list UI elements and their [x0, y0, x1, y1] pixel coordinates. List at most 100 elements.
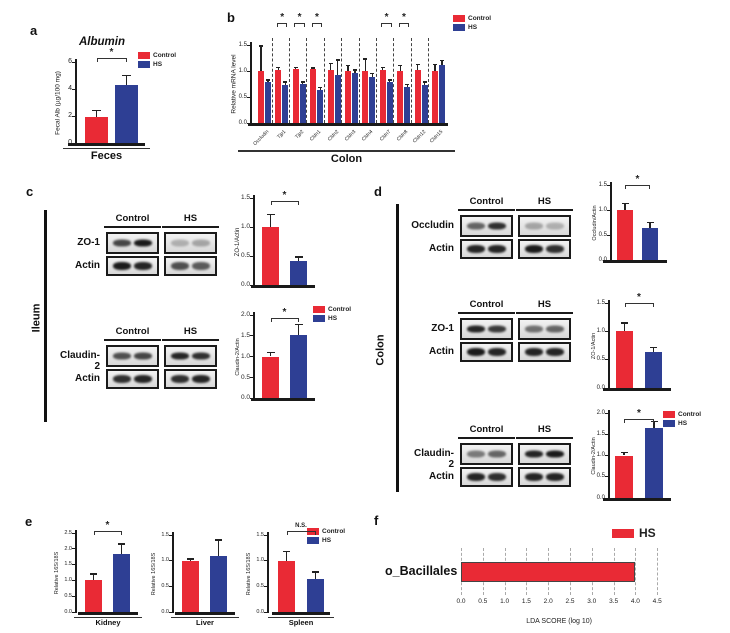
protein-band — [546, 222, 565, 230]
error-bar — [364, 59, 366, 71]
protein-band — [466, 473, 485, 481]
bar-hs — [352, 72, 358, 123]
bar-hs — [113, 553, 130, 612]
error-bar — [623, 452, 625, 456]
legend-hs-label: HS — [153, 61, 163, 68]
blot-box — [164, 345, 217, 367]
error-bar — [434, 64, 436, 71]
x-axis — [175, 612, 235, 615]
bar-control — [182, 560, 199, 612]
x-tick-label: 1.5 — [521, 598, 531, 605]
bar-control — [345, 71, 351, 123]
chart-albumin-title: Albumin — [79, 36, 125, 48]
protein-band — [170, 352, 189, 360]
bar-hs — [645, 427, 663, 498]
x-axis — [603, 388, 671, 391]
sig-bracket — [624, 303, 654, 307]
protein-band — [466, 325, 485, 333]
y-tick — [604, 359, 608, 361]
blot-row-label: Actin — [75, 260, 100, 271]
blot-box — [164, 232, 217, 254]
error-bar — [354, 69, 356, 73]
bar-control — [617, 210, 633, 260]
error-bar — [284, 81, 286, 85]
panel-e-label: e — [25, 514, 33, 529]
error-bar — [295, 67, 297, 70]
y-tick — [71, 595, 75, 597]
y-tick-label: 2 — [68, 112, 72, 119]
error-bar — [371, 73, 373, 78]
hs-swatch — [313, 315, 325, 322]
panel-a-label: a — [30, 23, 38, 38]
protein-band — [488, 222, 507, 230]
lane-group-underline — [516, 312, 573, 315]
error-cap — [276, 66, 281, 69]
y-tick-label: 1.0 — [240, 223, 250, 231]
error-bar — [267, 79, 269, 83]
protein-band — [546, 450, 565, 458]
legend-hs-row: HS — [453, 24, 491, 31]
y-tick-label: 1.0 — [161, 557, 169, 564]
protein-band — [488, 325, 507, 333]
blot-box — [106, 369, 159, 389]
y-tick — [604, 455, 608, 456]
y-tick-label: 0.0 — [64, 608, 72, 615]
y-tick — [263, 560, 267, 562]
x-category-label: Spleen — [288, 618, 314, 627]
y-tick-label: 2.5 — [64, 529, 72, 536]
legend-panel-a: Control HS — [138, 52, 176, 70]
y-axis — [75, 530, 77, 613]
error-cap — [650, 347, 657, 349]
blot-box — [106, 256, 159, 276]
chart-kidney-16s: 0.0 0.5 1.0 1.5 2.0 2.5 * Kidney Relative 16S/18… — [52, 515, 147, 633]
panel-c-label: c — [26, 184, 34, 199]
bar-hs — [317, 89, 324, 123]
legend-hs-label: HS — [468, 24, 478, 31]
y-tick — [249, 314, 253, 316]
y-tick-label: 0.0 — [256, 608, 264, 615]
error-cap — [440, 59, 444, 62]
error-cap — [283, 81, 288, 83]
y-tick-label: 0.5 — [596, 473, 605, 480]
y-tick — [249, 255, 253, 257]
group-separator — [393, 38, 395, 123]
y-tick-label: 1.0 — [596, 452, 605, 458]
x-axis — [78, 612, 138, 615]
bar-hs — [642, 227, 658, 260]
chart-spleen-16s: 0.0 0.5 1.0 1.5 N.S. Spleen Relative 16S/18S — [244, 515, 339, 633]
protein-band — [192, 262, 211, 270]
blot-row-label: ZO-1 — [431, 323, 454, 334]
lane-group-header: Control — [469, 196, 504, 207]
y-tick-label: 1.5 — [596, 430, 605, 437]
sig-bracket — [294, 23, 305, 27]
protein-band — [134, 239, 153, 247]
bar-hs — [645, 352, 662, 388]
y-tick — [168, 611, 172, 613]
y-axis — [267, 532, 269, 613]
blot-colon-zo1: Control HS ZO-1 Actin — [410, 299, 640, 367]
y-tick-label: 2.0 — [240, 311, 250, 319]
bar-control — [310, 69, 317, 123]
y-tick — [249, 376, 253, 378]
sig-label: * — [635, 174, 640, 185]
y-tick-label: 0.5 — [238, 93, 247, 100]
blot-box — [460, 467, 513, 487]
bar-control — [85, 117, 108, 143]
error-bar — [285, 551, 288, 561]
sig-label: * — [282, 307, 287, 318]
y-tick — [606, 234, 610, 236]
sig-label: N.S. — [295, 523, 307, 529]
group-separator — [323, 38, 325, 123]
protein-band — [192, 239, 211, 247]
protein-band — [524, 473, 543, 481]
legend-control-row: Control — [313, 306, 351, 313]
protein-band — [170, 375, 189, 383]
protein-band — [466, 450, 485, 458]
y-tick-label: 6 — [68, 58, 72, 65]
chart-colon-zo1: 0.0 0.5 1.0 1.5 * ZO-1/Actin — [585, 292, 720, 400]
error-cap — [346, 65, 350, 67]
blot-box — [518, 443, 571, 465]
x-axis — [251, 398, 315, 401]
panel-b-label: b — [227, 10, 235, 25]
